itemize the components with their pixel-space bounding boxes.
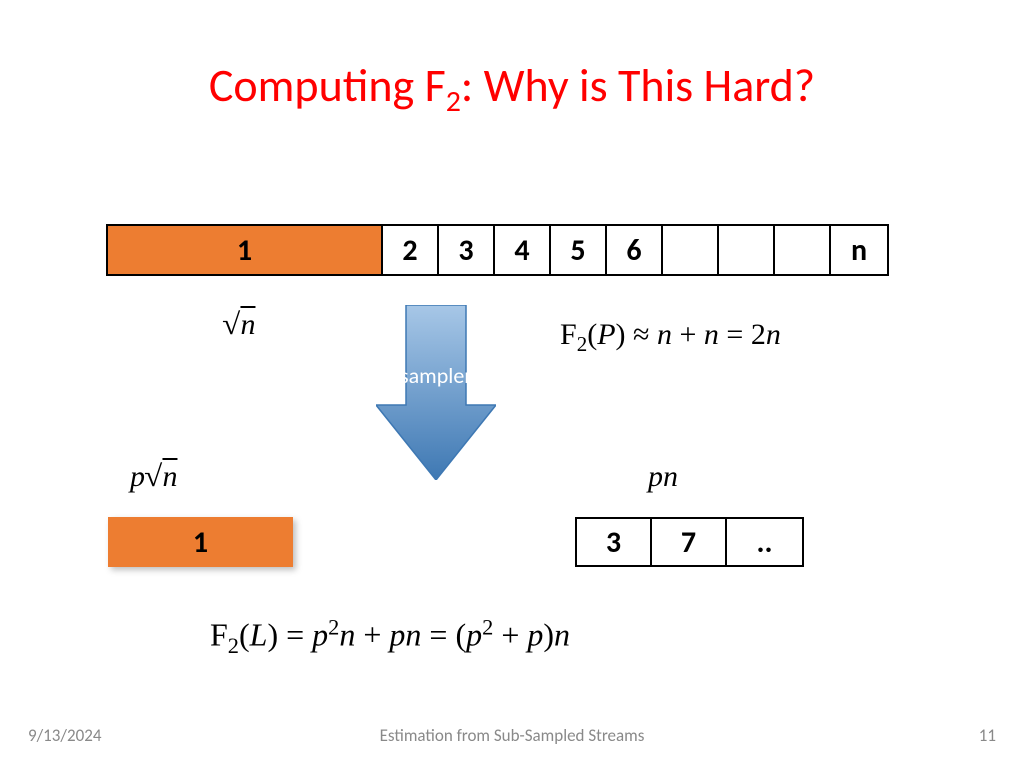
top-cell-6: 6 (607, 226, 663, 274)
top-cell-4: 4 (495, 226, 551, 274)
title-subscript: 2 (446, 84, 461, 120)
top-row: 1 2 3 4 5 6 n (106, 224, 889, 276)
top-cell-3: 3 (439, 226, 495, 274)
top-cell-2: 2 (383, 226, 439, 274)
lr-cell-3: .. (727, 519, 802, 565)
footer-page: 11 (979, 725, 996, 746)
label-f2l: F2(L) = p2n + pn = (p2 + p)n (210, 614, 570, 659)
sqrt-icon: √ (222, 308, 240, 342)
footer-title: Estimation from Sub-Sampled Streams (0, 725, 1024, 746)
sampler-label: sampler (376, 362, 496, 389)
top-cell-8 (719, 226, 775, 274)
label-f2p: F2(P) ≈ n + n = 2n (560, 318, 781, 357)
lr-cell-2: 7 (652, 519, 727, 565)
sampler-arrow (376, 305, 496, 480)
lower-left-cell: 1 (108, 517, 293, 567)
label-p-sqrt-n: p√n (130, 460, 177, 494)
lower-right-row: 3 7 .. (575, 517, 804, 567)
top-cell-5: 5 (551, 226, 607, 274)
top-cell-n: n (831, 226, 887, 274)
sqrt-icon: √ (144, 460, 162, 494)
label-pn: pn (648, 460, 678, 494)
slide-title: Computing F2: Why is This Hard? (0, 58, 1024, 120)
lr-cell-1: 3 (577, 519, 652, 565)
top-cell-1: 1 (108, 226, 383, 274)
title-prefix: Computing F (209, 58, 446, 114)
top-cell-7 (663, 226, 719, 274)
title-suffix: : Why is This Hard? (461, 58, 815, 114)
label-sqrt-n: √n (223, 308, 255, 342)
top-cell-9 (775, 226, 831, 274)
